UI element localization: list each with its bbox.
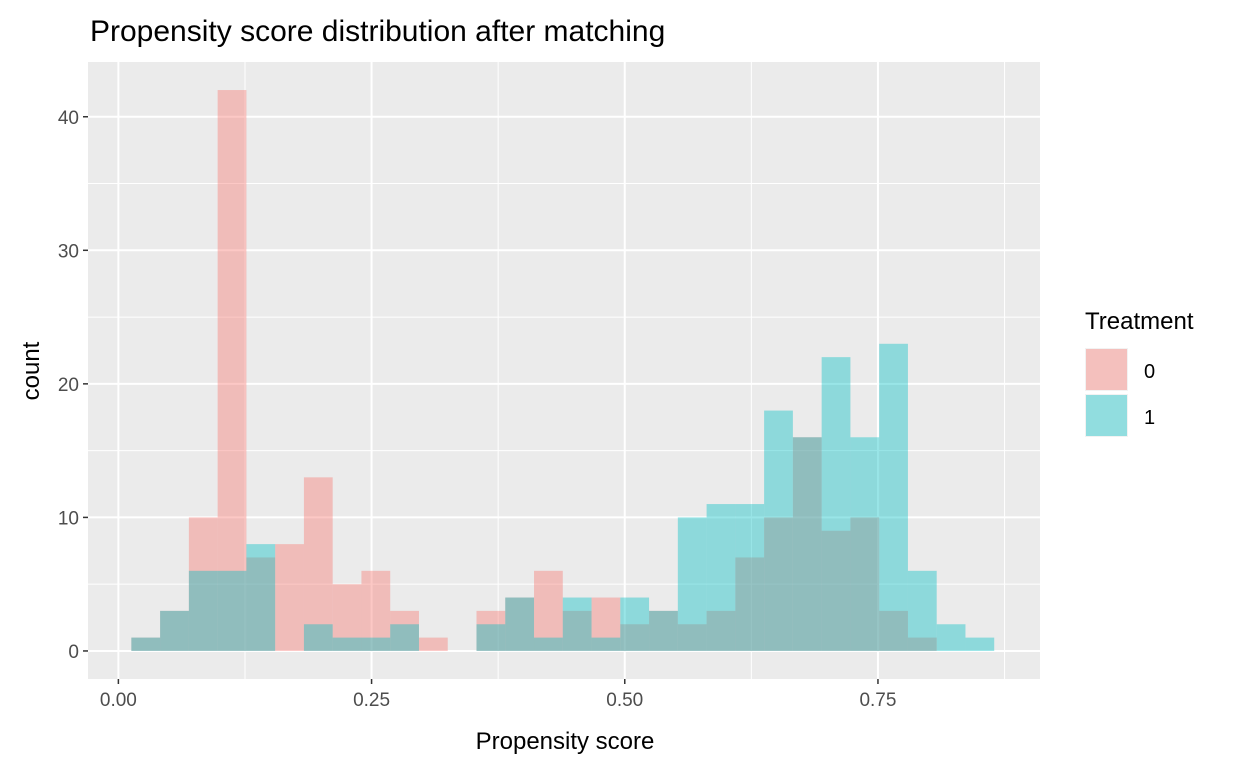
histogram-bar-treatment-0 [476,610,506,651]
legend: Treatment 0 1 [1085,308,1194,437]
histogram-bar-treatment-0 [764,517,793,651]
y-axis-label: count [18,341,45,400]
legend-label-1: 1 [1144,407,1155,429]
x-axis-label: Propensity score [476,728,655,755]
histogram-bar-treatment-0 [246,557,276,651]
histogram-bar-treatment-1 [188,570,218,651]
histogram-bar-treatment-1 [649,610,678,651]
legend-key-bg-1 [1085,394,1128,437]
histogram-bar-treatment-1 [936,624,966,651]
histogram-bar-treatment-1 [332,637,362,651]
y-tick-label: 10 [58,508,79,529]
legend-key-1 [1086,395,1127,436]
histogram-bar-treatment-0 [735,557,765,651]
histogram-bar-treatment-0 [505,597,535,651]
histogram-bar-treatment-1 [303,624,333,651]
histogram-bar-treatment-0 [418,637,448,651]
y-tick-label: 20 [58,375,79,396]
histogram-bar-treatment-0 [706,610,736,651]
histogram-bar-treatment-1 [706,504,736,651]
histogram-bar-treatment-1 [850,437,880,651]
y-tick-label: 30 [58,241,79,262]
gridlines [88,62,1040,679]
histogram-bar-treatment-0 [131,637,161,651]
legend-key-bg-0 [1085,348,1128,391]
y-tick-label: 40 [58,108,79,129]
histogram-bar-treatment-1 [131,637,161,651]
histogram-bar-treatment-0 [649,610,678,651]
histogram-bar-treatment-0 [677,624,707,651]
histogram-bar-treatment-1 [217,570,247,651]
histogram-bar-treatment-0 [390,610,419,651]
histogram-bar-treatment-0 [879,610,908,651]
histogram-bar-treatment-1 [591,637,621,651]
histogram-bar-treatment-0 [332,584,362,651]
legend-key-0 [1086,349,1127,390]
histogram-bar-treatment-1 [476,624,506,651]
histogram-bar-treatment-1 [246,544,276,651]
histogram-bar-treatment-0 [217,90,247,651]
histogram-bar-treatment-1 [821,357,851,651]
histogram-bar-treatment-0 [907,637,937,651]
histogram-bar-treatment-1 [879,343,908,651]
histogram-bar-treatment-1 [361,637,391,651]
histogram-bar-treatment-1 [792,437,822,651]
histogram-bar-treatment-0 [850,517,880,651]
histogram-bar-treatment-1 [677,517,707,651]
histogram-bar-treatment-1 [534,637,563,651]
histogram-bar-treatment-1 [390,624,419,651]
histogram-bar-treatment-1 [505,597,535,651]
x-tick-label: 0.25 [353,690,390,711]
histogram-bar-treatment-0 [361,570,391,651]
histogram-bar-treatment-0 [160,610,189,651]
histogram-bar-treatment-1 [907,570,937,651]
histogram-bar-treatment-1 [735,504,765,651]
x-tick-label: 0.00 [100,690,137,711]
histogram-bar-treatment-0 [792,437,822,651]
histogram-bar-treatment-0 [620,624,650,651]
histogram-bar-treatment-1 [562,597,592,651]
histogram-bar-treatment-0 [591,597,621,651]
x-tick-label: 0.75 [859,690,896,711]
histogram-bar-treatment-0 [303,477,333,651]
legend-label-0: 0 [1144,361,1155,383]
histogram-bar-treatment-1 [764,410,793,651]
histogram-bar-treatment-0 [275,544,304,651]
histogram-bar-treatment-0 [534,570,563,651]
histogram-bar-treatment-0 [188,517,218,651]
chart-title: Propensity score distribution after matc… [90,15,665,48]
histogram-bar-treatment-0 [821,530,851,651]
histogram-bar-treatment-1 [620,597,650,651]
legend-title: Treatment [1085,308,1194,335]
x-tick-label: 0.50 [606,690,643,711]
histogram-bar-treatment-0 [562,610,592,651]
histogram-bar-treatment-1 [965,637,995,651]
bars [131,90,995,651]
histogram-bar-treatment-1 [160,610,189,651]
y-tick-label: 0 [68,642,79,663]
axes: 0.00 0.25 0.50 0.75 0 10 20 30 40 [58,108,897,711]
plot-panel [88,62,1040,679]
